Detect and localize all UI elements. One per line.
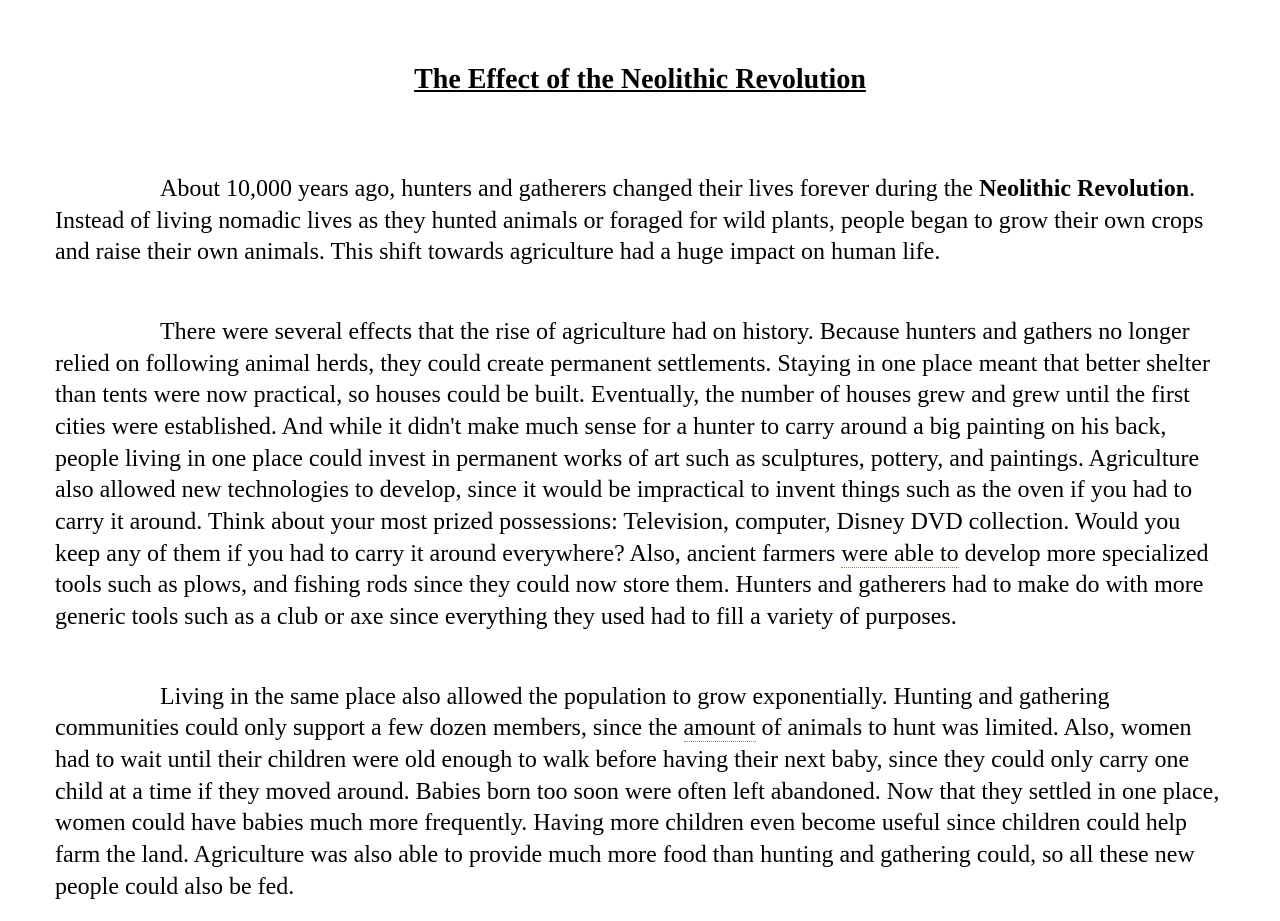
paragraph-2: There were several effects that the rise…: [55, 317, 1225, 634]
p1-head: About 10,000 years ago, hunters and gath…: [160, 176, 979, 202]
paragraph-1: About 10,000 years ago, hunters and gath…: [55, 174, 1225, 269]
p2-part1: There were several effects that the rise…: [55, 319, 1210, 567]
paragraph-3: Living in the same place also allowed th…: [55, 682, 1225, 904]
p1-bold: Neolithic Revolution: [979, 176, 1189, 202]
p2-underline1: were able to: [841, 541, 958, 568]
p3-part2: of animals to hunt was limited. Also, wo…: [55, 715, 1219, 899]
document-title: The Effect of the Neolithic Revolution: [55, 64, 1225, 96]
p3-underline1: amount: [684, 715, 756, 742]
